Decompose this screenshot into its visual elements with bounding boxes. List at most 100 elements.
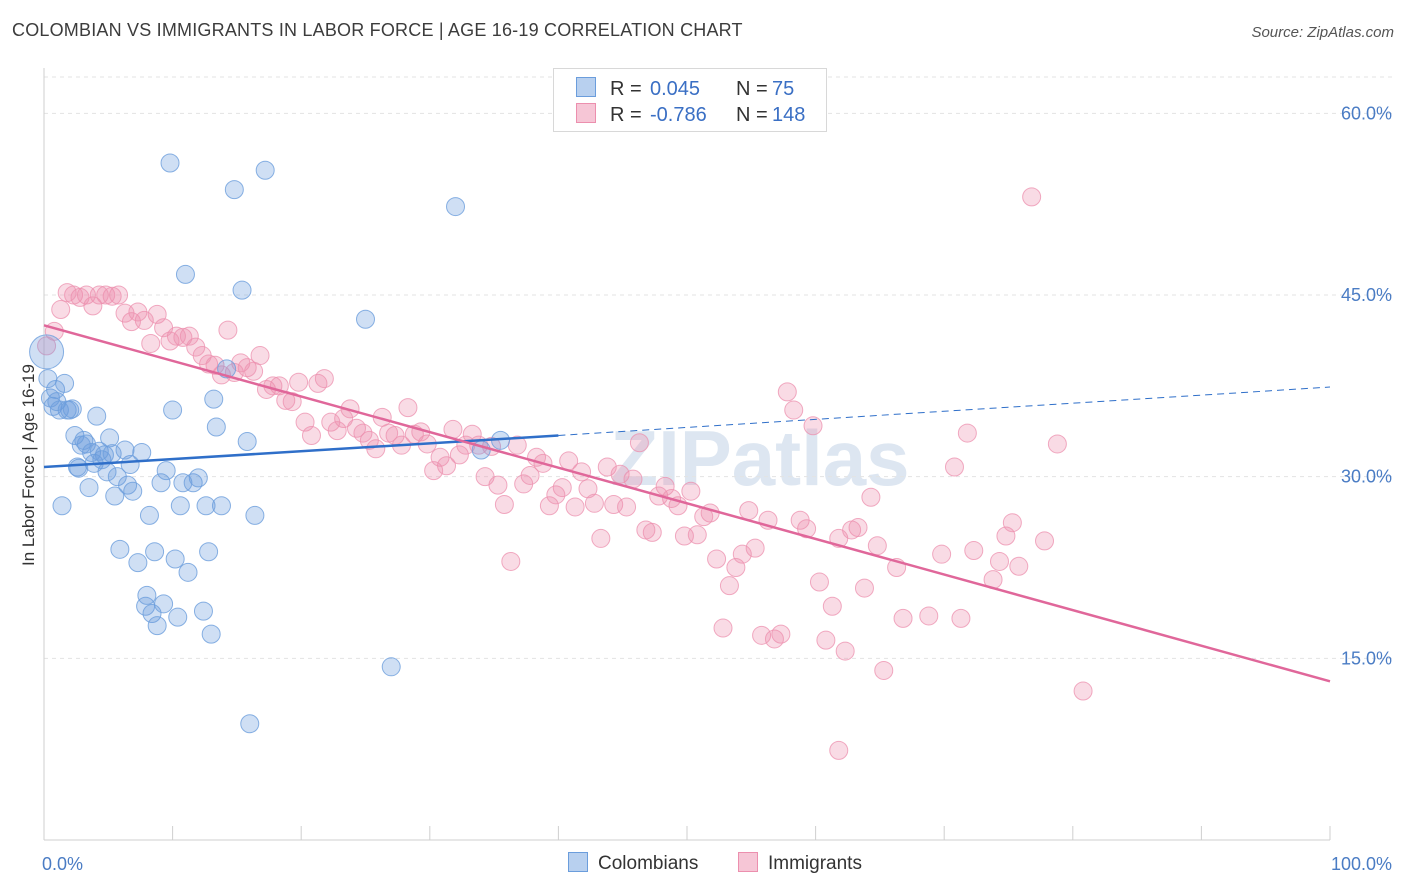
colombians-point [115, 440, 135, 460]
source-label: Source: ZipAtlas.com [1251, 24, 1394, 41]
immigrants-point [816, 630, 836, 650]
colombians-point [446, 197, 466, 217]
colombians-point [100, 428, 120, 448]
immigrants-point [1047, 434, 1067, 454]
y-axis-label: In Labor Force | Age 16-19 [19, 364, 38, 566]
immigrants-point [797, 519, 817, 539]
immigrants-label: Immigrants [768, 853, 862, 874]
immigrants-point [51, 300, 71, 320]
colombians-point [123, 481, 143, 501]
immigrants-point [488, 475, 508, 495]
immigrants-point [109, 285, 129, 305]
immigrants-trend-line [43, 324, 1331, 683]
immigrants-point [218, 320, 238, 340]
immigrants-point [289, 372, 309, 392]
trend-lines [43, 324, 1331, 683]
colombians-point [145, 542, 165, 562]
immigrants-point [919, 606, 939, 626]
colombians-point [201, 624, 221, 644]
immigrants-point [629, 433, 649, 453]
immigrants-point [578, 479, 598, 499]
immigrants-point [250, 346, 270, 366]
colombians-point [87, 406, 107, 426]
immigrants-point [713, 618, 733, 638]
immigrants-point [874, 660, 894, 680]
colombians-point [139, 505, 159, 525]
immigrants-point [707, 549, 727, 569]
immigrants-point [449, 445, 469, 465]
colombians-point [193, 601, 213, 621]
colombians-point [206, 417, 226, 437]
y-tick-label: 60.0% [1341, 103, 1392, 123]
immigrants-point [237, 358, 257, 378]
immigrants-point [205, 355, 225, 375]
axes [43, 68, 1331, 841]
colombians-point [105, 486, 125, 506]
colombians-point [79, 478, 99, 498]
immigrants-point [822, 596, 842, 616]
immigrants-point [944, 457, 964, 477]
tick-labels: 15.0% 30.0% 45.0% 60.0% 0.0% 100.0% [42, 103, 1392, 874]
legend-n-value: 75 [772, 78, 795, 100]
colombians-point [74, 430, 94, 450]
colombians-point [132, 442, 152, 462]
immigrants-point [301, 425, 321, 445]
immigrants-point [964, 541, 984, 561]
immigrants-point [134, 310, 154, 330]
immigrants-point [501, 551, 521, 571]
immigrants-point [957, 423, 977, 443]
colombians-point [154, 594, 174, 614]
legend-row-immigrants: R = -0.786 N = 148 [576, 103, 806, 126]
immigrants-point [681, 481, 701, 501]
colombians-point [356, 309, 375, 329]
colombians-point [178, 562, 198, 582]
legend-r-label: R = [610, 104, 642, 126]
immigrants-point [610, 464, 630, 484]
immigrants-swatch [738, 852, 758, 872]
colombians-point [29, 334, 65, 370]
immigrants-point [835, 641, 855, 661]
immigrants-point [764, 629, 784, 649]
immigrants-point [173, 327, 193, 347]
immigrants-point [932, 544, 952, 564]
colombians-point [381, 657, 401, 677]
immigrants-point [83, 296, 103, 316]
legend: R = 0.045 N = 75 R = -0.786 N = 148 [553, 68, 827, 132]
x-tick-label: 100.0% [1331, 854, 1392, 874]
colombians-point [170, 496, 190, 516]
immigrants-point [642, 522, 662, 542]
immigrants-point [752, 625, 772, 645]
immigrants-point [552, 478, 572, 498]
colombians-points [29, 153, 511, 734]
colombians-point [118, 475, 138, 495]
legend-n-label: N = [736, 78, 768, 100]
legend-r-label: R = [610, 78, 642, 100]
immigrants-point [179, 326, 199, 346]
legend-row-colombians: R = 0.045 N = 75 [576, 77, 795, 100]
colombians-point [204, 389, 224, 409]
immigrants-points [37, 187, 1093, 760]
immigrants-point [655, 476, 675, 496]
immigrants-point [308, 373, 328, 393]
colombians-trend-extension [558, 386, 1331, 436]
legend-r-value: 0.045 [650, 78, 701, 100]
colombians-point [232, 280, 252, 300]
colombians-point [168, 607, 188, 627]
colombians-point [147, 616, 167, 636]
immigrants-point [1035, 531, 1055, 551]
immigrants-point [346, 418, 366, 438]
legend-r-value: -0.786 [650, 104, 707, 126]
colombians-swatch [576, 77, 596, 97]
immigrants-point [771, 624, 791, 644]
immigrants-swatch [576, 103, 596, 123]
immigrants-point [1073, 681, 1093, 701]
immigrants-point [1022, 187, 1042, 207]
immigrants-point [102, 286, 122, 306]
legend-n-value: 148 [772, 104, 806, 126]
y-tick-label: 15.0% [1341, 648, 1392, 668]
immigrants-point [546, 485, 566, 505]
immigrants-point [617, 497, 637, 517]
colombians-point [255, 160, 275, 180]
immigrants-point [327, 421, 347, 441]
